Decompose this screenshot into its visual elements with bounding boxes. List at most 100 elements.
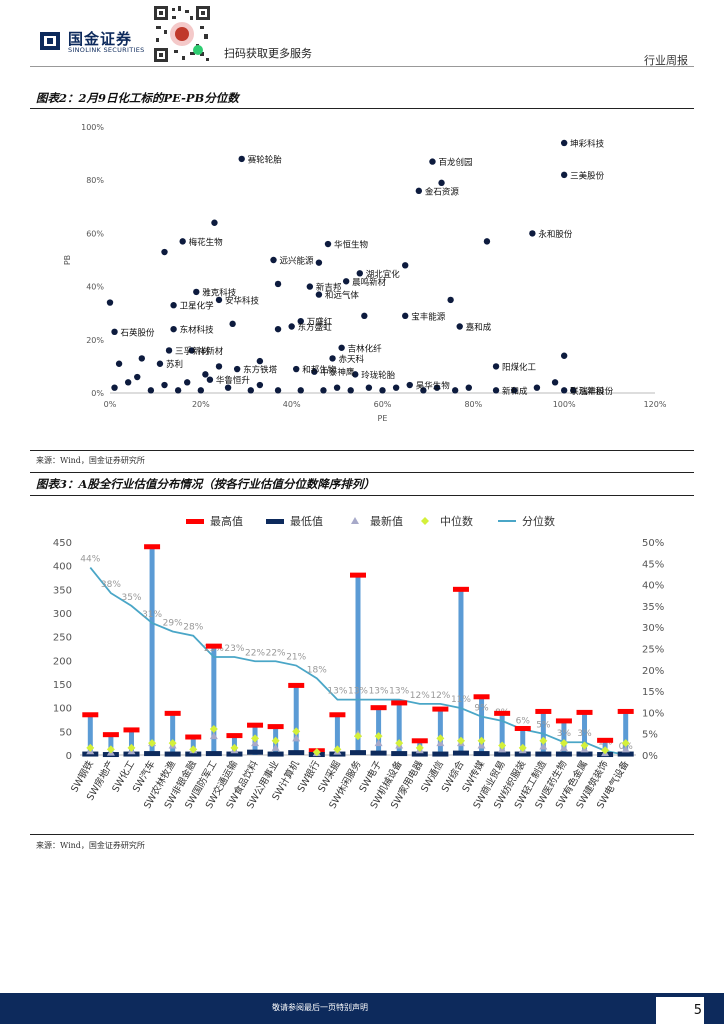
scatter-point xyxy=(184,379,191,386)
right-tick-label: 5% xyxy=(642,730,658,741)
scatter-point-label: 中泰神鹰 xyxy=(320,367,355,378)
right-tick-label: 40% xyxy=(642,581,664,592)
percentile-label: 3% xyxy=(557,729,572,739)
min-marker xyxy=(391,751,408,757)
range-bar xyxy=(396,702,402,755)
max-marker xyxy=(494,710,511,716)
percentile-label: 12% xyxy=(430,691,450,701)
legend-latest-marker xyxy=(351,517,359,524)
percentile-label: 9% xyxy=(474,704,489,714)
scatter-point xyxy=(170,302,177,309)
percentile-label: 6% xyxy=(516,716,531,726)
min-marker xyxy=(432,751,449,757)
scatter-point-label: 赛轮轮胎 xyxy=(248,154,283,165)
scatter-point-label: 东材科技 xyxy=(180,325,215,336)
range-bar xyxy=(623,711,629,755)
legend-median-marker xyxy=(421,517,429,525)
industry-valuation-chart: 最高值 最低值 最新值 中位数 分位数 0 50 100 150 200 250 300 350 400 4… xyxy=(53,514,664,811)
figure2-title: 图表2：2月9日化工标的PE-PB分位数 xyxy=(36,91,239,105)
scatter-point xyxy=(352,371,359,378)
scatter-point-label: 宝丰能源 xyxy=(411,311,446,322)
scatter-point xyxy=(402,262,409,269)
median-marker xyxy=(230,743,239,752)
percentile-label: 29% xyxy=(163,618,183,628)
scatter-point xyxy=(161,381,168,389)
scatter-point-label: 东方盛虹 xyxy=(298,322,333,333)
figure2-bottom-rule xyxy=(30,450,694,451)
max-marker xyxy=(370,705,387,711)
scatter-point xyxy=(233,365,241,373)
scatter-point-label: 和远气体 xyxy=(325,290,360,301)
latest-marker xyxy=(436,739,445,747)
scatter-point xyxy=(492,387,500,394)
max-marker xyxy=(350,572,366,578)
scatter-point-label: 百龙创园 xyxy=(438,157,472,168)
scatter-point-label: 华鲁恒升 xyxy=(216,375,251,386)
scatter-point xyxy=(306,283,314,290)
scatter-point xyxy=(361,312,368,320)
right-tick-label: 10% xyxy=(642,708,664,719)
scatter-point-label: 永和股份 xyxy=(538,229,573,240)
min-marker xyxy=(494,751,511,757)
median-marker xyxy=(477,736,486,745)
max-marker xyxy=(185,734,202,740)
latest-marker xyxy=(209,732,218,740)
median-marker xyxy=(539,736,548,745)
percentile-label: 38% xyxy=(101,580,121,590)
scatter-point xyxy=(492,363,500,370)
scatter-point xyxy=(511,387,518,394)
percentile-label: 23% xyxy=(224,644,244,654)
sinolink-logo-icon xyxy=(40,32,60,50)
right-tick-label: 35% xyxy=(642,602,664,613)
legend-label: 最新值 xyxy=(370,514,403,528)
scatter-point xyxy=(134,373,141,381)
max-marker xyxy=(452,586,469,592)
median-marker xyxy=(395,739,404,748)
percentile-label: 22% xyxy=(266,648,286,658)
header-divider xyxy=(30,66,694,67)
left-tick-label: 0 xyxy=(66,751,72,762)
latest-marker xyxy=(374,739,383,747)
min-marker xyxy=(350,750,366,756)
scatter-point xyxy=(315,291,323,298)
median-marker xyxy=(189,745,198,754)
scatter-point-label: 晨鸣新材 xyxy=(352,277,387,288)
scatter-point xyxy=(551,379,559,386)
scatter-point-label: 雅克科技 xyxy=(202,287,237,298)
median-marker xyxy=(312,748,321,757)
scatter-point xyxy=(333,384,341,391)
scatter-point xyxy=(420,387,427,394)
min-marker xyxy=(411,751,428,757)
range-bar xyxy=(479,696,485,755)
max-marker xyxy=(144,544,161,550)
qr-code-icon[interactable] xyxy=(152,4,212,64)
median-marker xyxy=(127,743,136,752)
figure3-bottom-rule xyxy=(30,834,694,835)
min-marker xyxy=(452,750,469,756)
x-axis-title: PE xyxy=(378,414,388,423)
scatter-point xyxy=(215,363,223,370)
range-bar xyxy=(108,734,114,755)
x-tick-label: 100% xyxy=(553,400,576,409)
range-bar xyxy=(437,709,443,755)
range-bar xyxy=(561,720,567,755)
scatter-point-label: 卫星化学 xyxy=(180,301,215,312)
figure2-top-rule xyxy=(30,108,694,109)
scatter-point-label: 新和成 xyxy=(502,386,528,397)
scatter-point-label: 坤彩科技 xyxy=(570,138,605,149)
min-marker xyxy=(370,750,387,756)
max-marker xyxy=(432,706,449,712)
latest-marker xyxy=(477,741,486,749)
percentile-label: 13% xyxy=(389,687,409,697)
scatter-point-label: 三美股份 xyxy=(570,170,605,181)
figure2-source: 来源：Wind，国金证券研究所 xyxy=(36,456,145,465)
range-bar xyxy=(520,728,526,755)
scatter-point-label: 阳煤化工 xyxy=(502,362,537,373)
max-marker xyxy=(267,724,284,730)
x-tick-label: 20% xyxy=(192,400,210,409)
median-marker xyxy=(621,739,630,748)
scatter-point xyxy=(379,387,386,394)
scatter-point-label: 湖北宜化 xyxy=(366,269,401,280)
brand-name-en: SINOLINK SECURITIES xyxy=(68,46,145,54)
scatter-point xyxy=(274,280,282,288)
